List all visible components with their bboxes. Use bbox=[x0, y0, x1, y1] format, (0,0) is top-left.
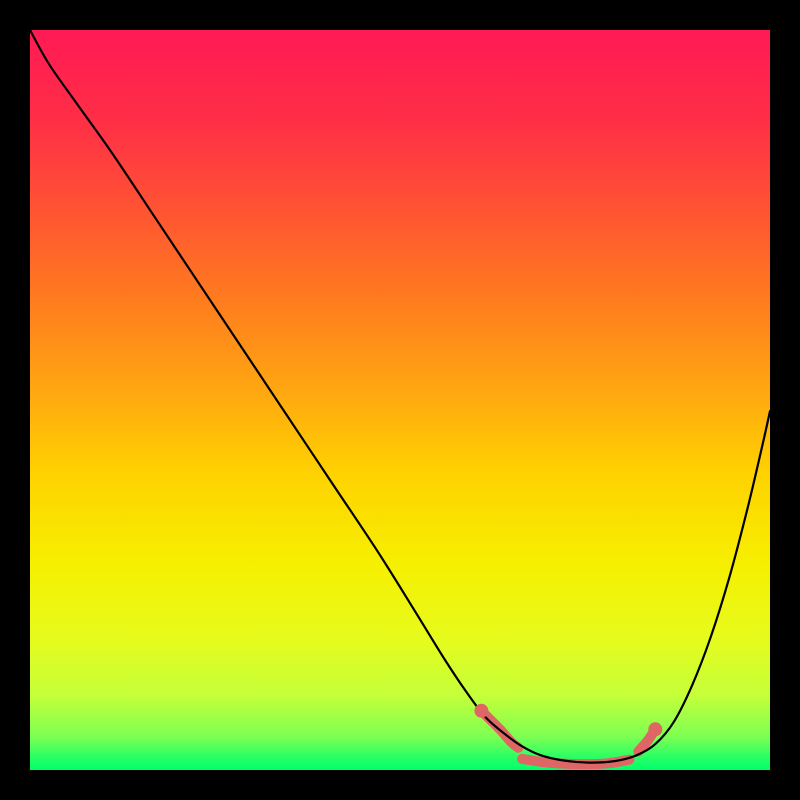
stage: TheBottlenecker.com bbox=[0, 0, 800, 800]
endpoint-dot bbox=[648, 722, 662, 736]
watermark-label: TheBottlenecker.com bbox=[565, 6, 788, 32]
plot-background bbox=[30, 30, 770, 770]
bottleneck-chart bbox=[30, 30, 770, 770]
endpoint-dot bbox=[474, 704, 488, 718]
